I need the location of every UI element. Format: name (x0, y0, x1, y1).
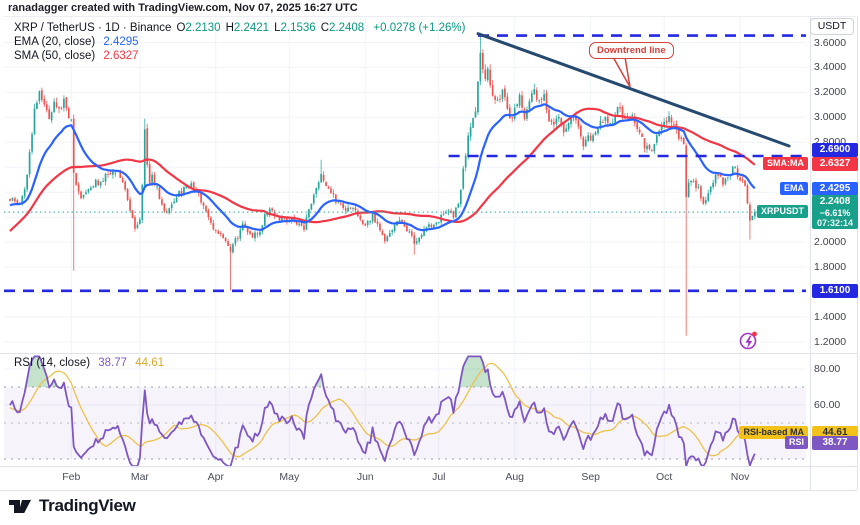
month-label[interactable]: Mar (130, 471, 149, 483)
pane-separator[interactable] (0, 353, 857, 354)
rsi-legend[interactable]: RSI (14, close) 38.77 44.61 (14, 357, 164, 369)
rsi-axis-label: 38.77 (812, 436, 858, 451)
ohlc-letter: H (225, 22, 234, 34)
price-tick: 1.2000 (814, 336, 847, 348)
frame-right-line (857, 16, 858, 490)
tradingview-logo-text: TradingView (39, 496, 136, 515)
sma-axis-label: 2.6327 (812, 157, 858, 172)
attribution-text: ranadagger created with TradingView.com,… (8, 2, 358, 14)
symbol-legend-row: XRP / TetherUS · 1D · Binance O2.2130 H2.2… (14, 21, 465, 35)
axis-tag: RSI-based MA (739, 425, 808, 439)
month-label[interactable]: Oct (656, 471, 673, 483)
price-tick: 1.8000 (814, 261, 847, 274)
price-tick: 3.4000 (814, 61, 847, 74)
rsi-tick: 80.00 (814, 363, 841, 375)
ema-legend-value: 2.4295 (103, 36, 139, 48)
ema-legend-label: EMA (20, close) (14, 36, 96, 48)
ohlc-values: O2.2130 H2.2421 L2.1536 C2.2408 (171, 22, 364, 34)
frame-bottom-line (0, 490, 857, 491)
month-label[interactable]: May (279, 471, 300, 483)
ohlc-value: 2.1536 (280, 22, 316, 34)
tradingview-logo[interactable]: TradingView (8, 495, 136, 517)
price-tick: 3.6000 (814, 36, 847, 49)
rsi-ma-legend-value: 44.61 (135, 357, 165, 369)
frame-top-line (4, 16, 856, 17)
axis-tag: SMA:MA (763, 157, 808, 171)
ema-axis-label: 2.4295 (812, 181, 858, 196)
month-label[interactable]: Apr (207, 471, 224, 483)
rsi-legend-label: RSI (14, close) (14, 357, 91, 369)
symbol-axis-label: 2.2408 −6.61% 07:32:14 (812, 195, 858, 230)
axis-tag: EMA (780, 181, 808, 195)
price-tick: 1.4000 (814, 311, 847, 323)
time-axis-separator[interactable] (0, 466, 857, 467)
ema-legend-row[interactable]: EMA (20, close) 2.4295 (14, 35, 465, 49)
month-label[interactable]: Sep (581, 471, 601, 483)
level-1-6100-label: 1.6100 (812, 283, 858, 298)
price-tick: 2.0000 (814, 236, 847, 249)
ohlc-letter: C (320, 22, 329, 34)
price-axis-separator[interactable] (810, 16, 811, 490)
price-tick: 3.2000 (814, 86, 847, 99)
downtrend-callout[interactable]: Downtrend line (589, 42, 674, 59)
rsi-legend-value: 38.77 (98, 357, 128, 369)
tradingview-logo-mark (9, 500, 31, 513)
sma-legend-label: SMA (50, close) (14, 50, 96, 62)
month-label[interactable]: Jun (356, 471, 374, 483)
rsi-tick: 60.00 (814, 399, 841, 411)
level-2-6900-label: 2.6900 (812, 143, 858, 157)
month-label[interactable]: Jul (432, 471, 446, 483)
sma-legend-value: 2.6327 (103, 50, 139, 62)
change-value: +0.0278 (+1.26%) (373, 22, 466, 34)
month-label[interactable]: Aug (505, 471, 525, 483)
ohlc-letter: L (274, 22, 281, 34)
symbol-legend[interactable]: XRP / TetherUS · 1D · Binance O2.2130 H2.2… (14, 21, 465, 63)
month-label[interactable]: Feb (62, 471, 81, 483)
price-tick: 3.0000 (814, 111, 847, 124)
ohlc-value: 2.2408 (329, 22, 365, 34)
month-label[interactable]: Nov (730, 471, 750, 483)
symbol-title[interactable]: XRP / TetherUS · 1D · Binance (14, 22, 172, 34)
ohlc-letter: O (176, 22, 186, 34)
ohlc-value: 2.2421 (233, 22, 270, 34)
sma-legend-row[interactable]: SMA (50, close) 2.6327 (14, 49, 465, 63)
currency-button[interactable]: USDT (810, 18, 854, 35)
axis-tag-xrpusdt: XRPUSDT (756, 205, 808, 219)
axis-tag: RSI (784, 436, 808, 450)
ohlc-value: 2.2130 (185, 22, 221, 34)
